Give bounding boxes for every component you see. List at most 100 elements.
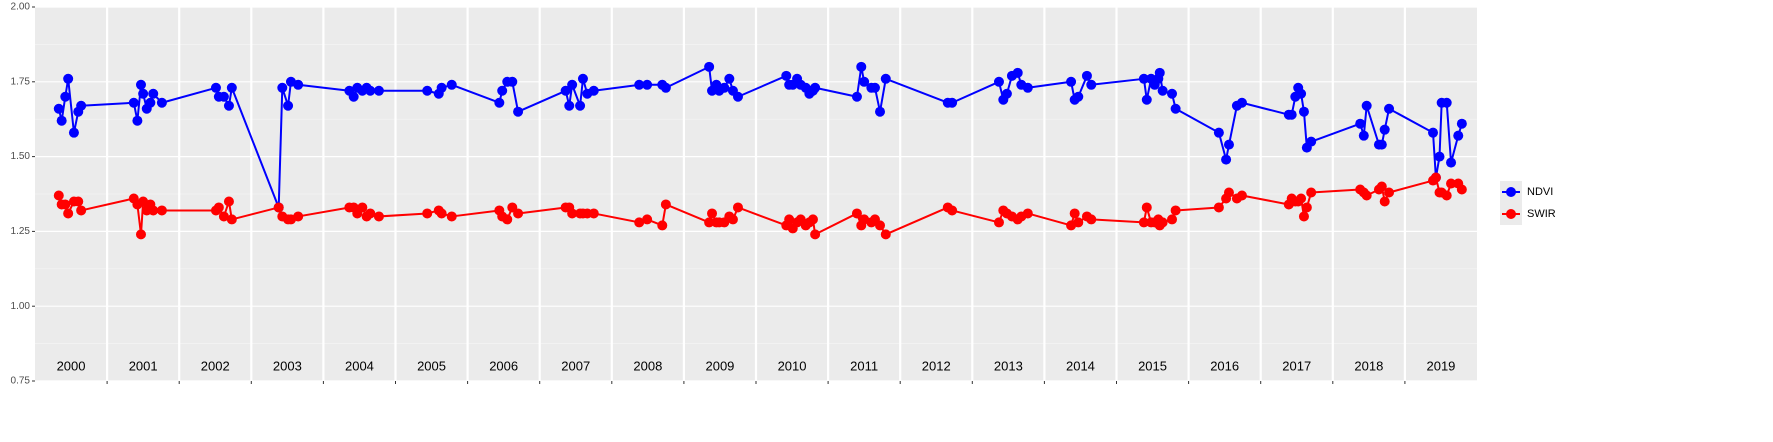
point bbox=[1213, 127, 1224, 138]
point bbox=[1167, 88, 1178, 99]
point bbox=[277, 82, 288, 93]
x-tick-label: 2003 bbox=[273, 358, 302, 373]
point bbox=[1170, 205, 1181, 216]
point bbox=[218, 211, 229, 222]
point bbox=[1066, 76, 1077, 87]
point bbox=[1379, 196, 1390, 207]
x-tick-label: 2015 bbox=[1138, 358, 1167, 373]
point bbox=[218, 91, 229, 102]
point bbox=[148, 88, 159, 99]
point bbox=[660, 199, 671, 210]
point bbox=[657, 220, 668, 231]
point bbox=[53, 190, 64, 201]
point bbox=[810, 229, 821, 240]
point bbox=[1358, 130, 1369, 141]
point bbox=[1138, 217, 1149, 228]
point bbox=[223, 100, 234, 111]
point bbox=[724, 73, 735, 84]
x-tick-label: 2010 bbox=[778, 358, 807, 373]
legend-label: SWIR bbox=[1527, 208, 1556, 220]
point bbox=[577, 73, 588, 84]
point bbox=[63, 73, 74, 84]
y-tick-label: 1.00 bbox=[11, 301, 31, 312]
point bbox=[1223, 187, 1234, 198]
point bbox=[135, 229, 146, 240]
y-tick-label: 1.25 bbox=[11, 226, 31, 237]
point bbox=[226, 82, 237, 93]
point bbox=[634, 217, 645, 228]
point bbox=[1236, 190, 1247, 201]
point bbox=[1073, 217, 1084, 228]
point bbox=[851, 208, 862, 219]
point bbox=[60, 199, 71, 210]
point bbox=[1361, 100, 1372, 111]
point bbox=[213, 202, 224, 213]
point bbox=[707, 208, 718, 219]
point bbox=[1141, 202, 1152, 213]
point bbox=[436, 208, 447, 219]
point bbox=[53, 103, 64, 114]
legend-label: NDVI bbox=[1527, 186, 1553, 198]
point bbox=[1213, 202, 1224, 213]
point bbox=[1086, 214, 1097, 225]
point bbox=[875, 220, 886, 231]
point bbox=[357, 202, 368, 213]
point bbox=[422, 85, 433, 96]
x-tick-label: 2011 bbox=[850, 358, 878, 373]
point bbox=[1376, 139, 1387, 150]
point bbox=[373, 211, 384, 222]
point bbox=[993, 217, 1004, 228]
x-tick-label: 2009 bbox=[705, 358, 734, 373]
point bbox=[502, 214, 513, 225]
point bbox=[869, 82, 880, 93]
point bbox=[128, 97, 139, 108]
point bbox=[588, 208, 599, 219]
point bbox=[513, 208, 524, 219]
point bbox=[1296, 88, 1307, 99]
point bbox=[373, 85, 384, 96]
point bbox=[660, 82, 671, 93]
x-tick-label: 2008 bbox=[633, 358, 662, 373]
point bbox=[947, 205, 958, 216]
point bbox=[422, 208, 433, 219]
point bbox=[1286, 109, 1297, 120]
y-tick-label: 0.75 bbox=[11, 376, 31, 387]
x-tick-label: 2014 bbox=[1066, 358, 1095, 373]
x-tick-label: 2006 bbox=[489, 358, 518, 373]
point bbox=[560, 85, 571, 96]
point bbox=[68, 127, 79, 138]
point bbox=[273, 202, 284, 213]
point bbox=[63, 208, 74, 219]
point bbox=[784, 214, 795, 225]
point bbox=[634, 79, 645, 90]
point bbox=[1355, 118, 1366, 129]
point bbox=[810, 82, 821, 93]
point bbox=[575, 100, 586, 111]
point bbox=[807, 214, 818, 225]
legend-marker bbox=[1506, 209, 1516, 219]
point bbox=[1157, 217, 1168, 228]
point bbox=[365, 85, 376, 96]
point bbox=[1223, 139, 1234, 150]
point bbox=[446, 211, 457, 222]
point bbox=[1022, 82, 1033, 93]
y-tick-label: 1.50 bbox=[11, 151, 31, 162]
point bbox=[132, 115, 143, 126]
point bbox=[642, 79, 653, 90]
point bbox=[1434, 151, 1445, 162]
point bbox=[859, 76, 870, 87]
point bbox=[567, 79, 578, 90]
point bbox=[1384, 187, 1395, 198]
point bbox=[880, 229, 891, 240]
point bbox=[145, 97, 156, 108]
point bbox=[436, 82, 447, 93]
point bbox=[1236, 97, 1247, 108]
point bbox=[875, 106, 886, 117]
x-tick-label: 2012 bbox=[922, 358, 951, 373]
point bbox=[1446, 157, 1457, 168]
point bbox=[732, 202, 743, 213]
point bbox=[1376, 181, 1387, 192]
x-tick-label: 2016 bbox=[1210, 358, 1239, 373]
point bbox=[1441, 190, 1452, 201]
